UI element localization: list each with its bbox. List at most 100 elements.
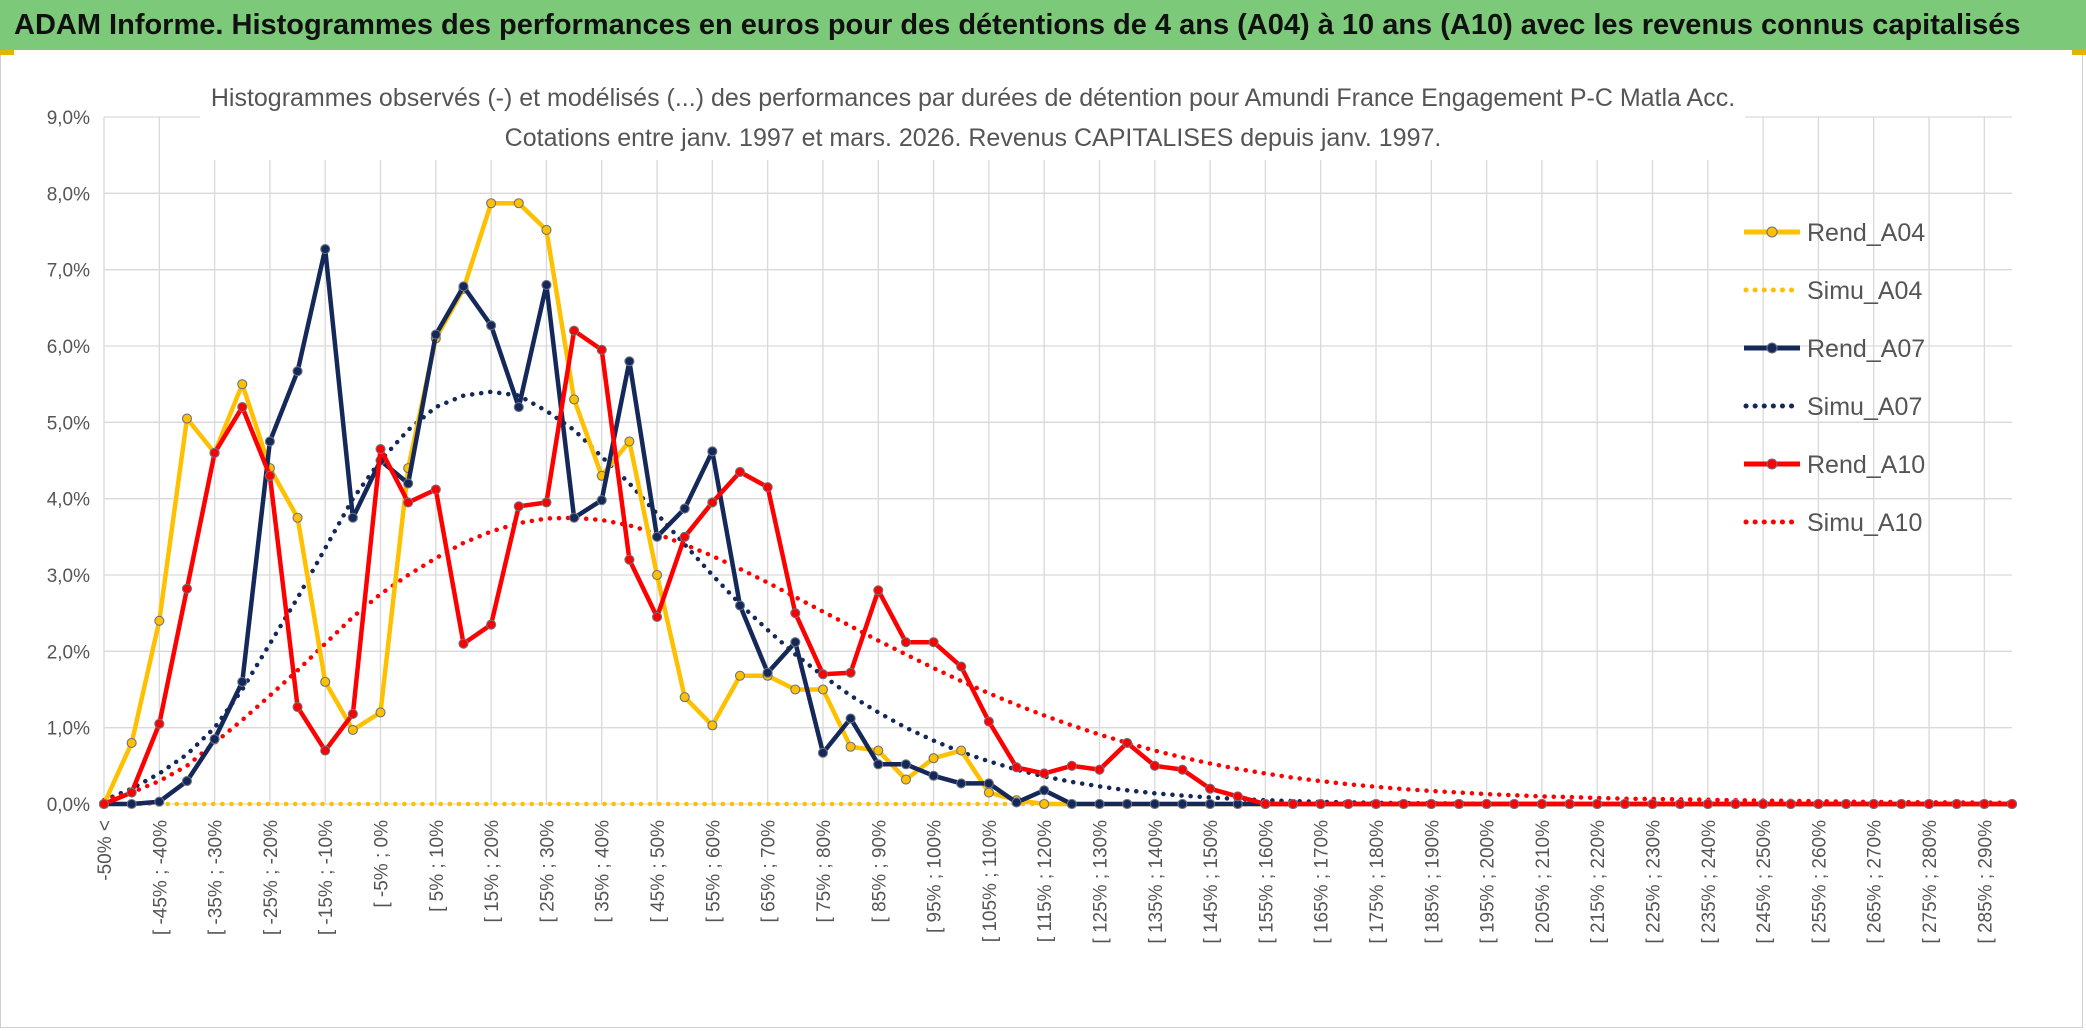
point-Rend_A04 [928,753,939,764]
x-tick-label: [ 285% ; 290% [1975,820,1996,944]
point-Rend_A10 [347,708,358,719]
x-tick-label: [ 185% ; 190% [1422,820,1443,944]
point-Rend_A04 [679,692,690,703]
point-Rend_A07 [1039,785,1050,796]
x-tick-label: [ 85% ; 90% [869,820,890,923]
point-Rend_A07 [569,512,580,523]
x-tick-label: [ 145% ; 150% [1201,820,1222,944]
point-Rend_A10 [98,798,110,810]
x-tick-label: [ 225% ; 230% [1644,820,1665,944]
point-Rend_A04 [707,720,718,731]
point-Rend_A10 [209,447,220,458]
point-Rend_A07 [762,667,773,678]
point-Rend_A07 [956,778,967,789]
x-tick-label: [ 175% ; 180% [1367,820,1388,944]
y-tick-label: 0,0% [47,795,90,816]
point-Rend_A07 [873,759,884,770]
point-Rend_A10 [320,745,331,756]
point-Rend_A04 [486,198,497,209]
point-Rend_A10 [1979,798,1990,810]
point-Rend_A04 [873,745,884,756]
point-Rend_A07 [292,366,303,377]
point-Rend_A10 [1868,798,1879,810]
point-Rend_A04 [956,745,967,756]
legend-marker [1766,458,1778,470]
legend-entry-Rend_A04: Rend_A04 [1744,219,1925,247]
x-tick-label: [ 245% ; 250% [1754,820,1775,944]
x-tick-label: [ 75% ; 80% [814,820,835,923]
point-Rend_A10 [1675,798,1686,810]
point-Rend_A07 [430,329,441,340]
point-Rend_A10 [237,402,248,413]
x-tick-label: [ 125% ; 130% [1090,820,1111,944]
x-tick-label: [ 95% ; 100% [925,820,946,933]
point-Rend_A07 [596,495,607,506]
point-Rend_A04 [181,413,193,424]
point-Rend_A04 [126,737,137,748]
x-tick-label: [ 25% ; 30% [537,820,558,923]
point-Rend_A07 [1011,797,1022,808]
point-Rend_A10 [790,608,801,619]
point-Rend_A04 [237,379,248,390]
point-Rend_A10 [1205,783,1216,794]
legend-entry-Rend_A10: Rend_A10 [1744,451,1925,479]
y-tick-label: 9,0% [47,108,90,129]
series-Rend_A04 [98,198,2018,810]
point-Rend_A07 [845,713,856,724]
point-Rend_A07 [237,676,248,687]
point-Rend_A10 [264,470,275,481]
x-tick-label: [ 215% ; 220% [1588,820,1609,944]
series-line-Rend_A10 [103,328,2012,807]
x-tick-label: [ -5% ; 0% [372,820,393,908]
point-Rend_A10 [181,583,193,594]
point-Rend_A07 [347,512,358,523]
point-Rend_A04 [541,224,552,236]
point-Rend_A10 [569,325,580,336]
series-lines [98,198,2018,810]
point-Rend_A04 [292,512,303,523]
point-Rend_A10 [1481,798,1492,810]
point-Rend_A07 [790,637,801,648]
x-tick-label: [ 205% ; 210% [1533,820,1554,944]
point-Rend_A04 [734,670,746,681]
x-tick-label: [ 265% ; 270% [1865,820,1886,944]
point-Rend_A10 [956,661,967,672]
x-tick-label: [ 255% ; 260% [1809,820,1830,944]
point-Rend_A10 [1896,798,1907,810]
point-Rend_A10 [126,787,137,798]
x-tick-label: [ 5% ; 10% [427,820,448,912]
point-Rend_A10 [1536,798,1547,810]
y-tick-label: 7,0% [47,261,90,282]
point-Rend_A10 [1923,798,1935,810]
x-tick-label: [ -35% ; -30% [206,820,227,935]
point-Rend_A10 [1730,798,1741,810]
y-tick-label: 4,0% [47,490,90,511]
x-tick-label: [ 235% ; 240% [1699,820,1720,944]
point-Rend_A10 [1758,798,1769,810]
legend-label: Simu_A07 [1807,393,1922,421]
point-Rend_A10 [1315,798,1326,810]
point-Rend_A10 [1094,764,1105,775]
point-Rend_A10 [2006,798,2018,810]
point-Rend_A07 [1177,798,1188,810]
point-Rend_A10 [541,497,552,508]
chart-frame [0,55,2083,1028]
point-Rend_A10 [1951,798,1962,810]
series-Simu_A10 [101,515,2015,806]
x-tick-label: [ -25% ; -20% [261,820,282,935]
subtitle-backdrop [200,82,1745,160]
y-tick-label: 3,0% [47,566,90,587]
legend-label: Simu_A10 [1807,509,1922,537]
point-Rend_A07 [154,796,165,807]
legend: Rend_A04 Simu_A04 Rend_A07 Simu_A07 Rend_A10… [1743,219,1925,537]
point-Rend_A10 [1509,798,1520,810]
report-title-banner: ADAM Informe. Histogrammes des performan… [0,0,2086,50]
point-Rend_A10 [762,482,773,493]
point-Rend_A07 [734,600,746,611]
banner-accent-left [0,50,14,55]
point-Rend_A07 [1094,798,1105,810]
y-axis-ticks: 0,0% 1,0% 2,0% 3,0% 4,0% 5,0% 6,0% 7,0% 8,0% 9,0% [47,108,90,816]
x-axis-ticks: -50% < [ -45% ; -40% [ -35% ; -30% [ -25% ;… [95,820,1996,944]
point-Rend_A04 [900,774,911,785]
